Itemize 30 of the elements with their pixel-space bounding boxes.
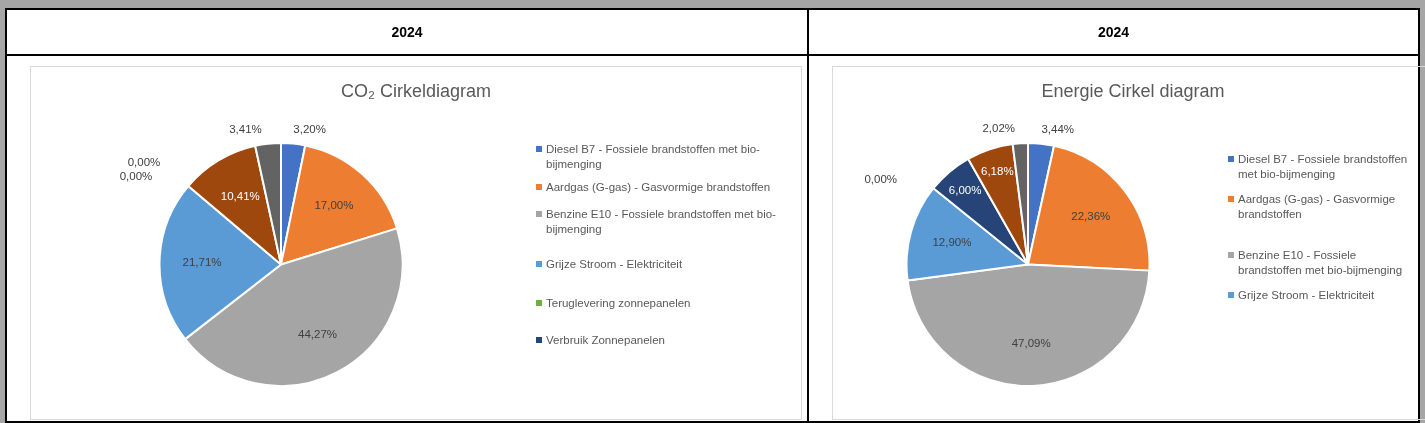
legend-label: Diesel B7 - Fossiele brandstoffen met bio-bijmenging xyxy=(1238,153,1408,180)
legend-label: Verbruik Zonnepanelen xyxy=(546,334,665,346)
chart-title: CO₂ Cirkeldiagram xyxy=(340,81,492,102)
data-label: 3,20% xyxy=(293,122,326,135)
legend-label: Teruglevering zonnepanelen xyxy=(546,297,691,309)
legend-label: Benzine E10 - Fossiele brandstoffen met bio-bijmenging xyxy=(546,208,776,235)
data-label: 3,41% xyxy=(229,122,262,135)
chart-subtitle: 2024 xyxy=(7,10,807,56)
data-label: 6,00% xyxy=(948,183,982,196)
data-label: 10,41% xyxy=(220,189,260,202)
data-label: 22,36% xyxy=(1071,209,1111,222)
data-label: 6,18% xyxy=(981,165,1014,178)
data-label: 44,27% xyxy=(298,327,338,340)
text: 0,00% xyxy=(864,172,898,185)
data-label: 47,09% xyxy=(1011,336,1051,349)
chart-title: Energie Cirkel diagram xyxy=(1040,81,1226,102)
data-label: 17,00% xyxy=(314,199,354,212)
text: 0,00% xyxy=(127,156,161,169)
text: 0,00% xyxy=(119,170,153,183)
legend-label: Grijze Stroom - Elektriciteit xyxy=(546,258,683,270)
chart-subtitle: 2024 xyxy=(809,10,1418,56)
data-label: 2,02% xyxy=(982,122,1016,135)
legend-label: Benzine E10 - Fossiele brandstoffen met bio-bijmenging xyxy=(1238,249,1403,276)
legend-label: Aardgas (G-gas) - Gasvormige brandstoffen xyxy=(546,181,771,193)
data-label: 12,90% xyxy=(932,236,972,249)
data-label: 3,44% xyxy=(1041,122,1074,135)
data-label: 21,71% xyxy=(182,256,222,269)
legend-label: Aardgas (G-gas) - Gasvormige brandstoffen xyxy=(1238,193,1396,220)
legend-label: Diesel B7 - Fossiele brandstoffen met bio-bijmenging xyxy=(546,143,760,170)
legend-label: Grijze Stroom - Elektriciteit xyxy=(1238,289,1375,301)
